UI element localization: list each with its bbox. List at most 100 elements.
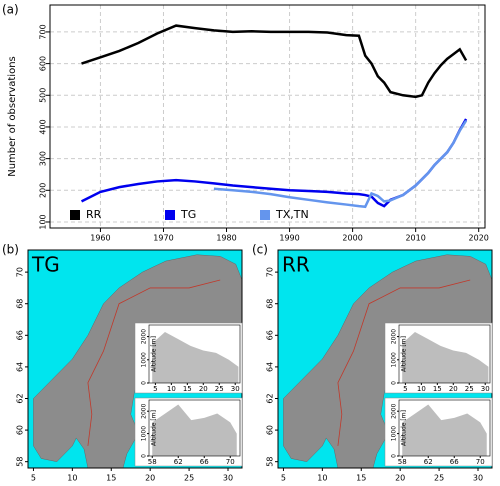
- x-tick-label: 70: [476, 458, 485, 466]
- inset-frame: [148, 399, 241, 457]
- x-tick-label: 15: [106, 474, 116, 483]
- y-tick-label: 66: [266, 330, 275, 340]
- x-tick-label: 15: [433, 385, 442, 393]
- x-tick-label: 62: [174, 458, 183, 466]
- x-tick-label: 25: [465, 385, 474, 393]
- y-tick-label: 1000: [391, 426, 398, 441]
- y-tick-label: 58: [266, 457, 275, 467]
- y-tick-label: 68: [16, 299, 25, 309]
- plot-frame: [49, 4, 486, 229]
- y-tick-label: 58: [16, 457, 25, 467]
- y-tick-label: 2000: [141, 329, 148, 344]
- y-tick-label: 1000: [141, 352, 148, 367]
- x-tick-label: 2010: [405, 234, 425, 243]
- x-tick-label: 20: [145, 474, 155, 483]
- altitude-envelope: [152, 331, 239, 383]
- y-tick-label: 600: [39, 56, 48, 71]
- series-line: [80, 118, 468, 208]
- x-tick-label: 10: [67, 474, 77, 483]
- series-line: [213, 119, 468, 209]
- y-tick-label: 70: [266, 267, 275, 277]
- x-tick-label: 5: [31, 474, 36, 483]
- x-tick-label: 30: [223, 474, 233, 483]
- altitude-envelope: [152, 404, 237, 456]
- inset-frame: [148, 324, 241, 384]
- x-tick-label: 5: [281, 474, 286, 483]
- x-tick-label: 20: [395, 474, 405, 483]
- y-tick-label: 62: [266, 393, 275, 403]
- x-tick-label: 70: [226, 458, 235, 466]
- y-tick-label: 64: [266, 362, 275, 372]
- y-tick-label: 62: [16, 393, 25, 403]
- y-tick-label: 400: [39, 119, 48, 134]
- legend-swatch: [70, 210, 80, 220]
- map-title: RR: [282, 253, 310, 277]
- x-tick-label: 5: [153, 385, 157, 393]
- legend-label: TG: [180, 208, 196, 221]
- panel-label: (c): [252, 243, 268, 257]
- y-tick-label: 300: [39, 151, 48, 166]
- x-tick-label: 66: [200, 458, 209, 466]
- y-tick-label: 0: [391, 454, 398, 458]
- y-tick-label: 500: [39, 88, 48, 103]
- x-tick-label: 15: [183, 385, 192, 393]
- legend-swatch: [260, 210, 270, 220]
- x-tick-label: 58: [148, 458, 157, 466]
- y-axis-label: Altitude [m]: [401, 410, 408, 446]
- x-tick-label: 30: [481, 385, 490, 393]
- x-tick-label: 1980: [216, 234, 236, 243]
- y-tick-label: 2000: [141, 403, 148, 418]
- y-tick-label: 70: [16, 267, 25, 277]
- y-tick-label: 64: [16, 362, 25, 372]
- panel-label: (a): [2, 3, 19, 17]
- y-axis-label: Altitude [m]: [401, 336, 408, 372]
- map-title: TG: [31, 253, 60, 277]
- y-tick-label: 200: [39, 183, 48, 198]
- panel-label: (b): [2, 243, 19, 257]
- y-axis-label: Altitude [m]: [151, 336, 158, 372]
- y-tick-label: 2000: [391, 403, 398, 418]
- legend-label: TX,TN: [275, 208, 309, 221]
- x-tick-label: 30: [231, 385, 240, 393]
- x-tick-label: 25: [184, 474, 194, 483]
- y-tick-label: 0: [391, 381, 398, 385]
- y-tick-label: 68: [266, 299, 275, 309]
- x-tick-label: 1960: [90, 234, 110, 243]
- altitude-envelope: [402, 331, 489, 383]
- x-tick-label: 20: [449, 385, 458, 393]
- y-tick-label: 0: [141, 381, 148, 385]
- x-tick-label: 2020: [469, 234, 489, 243]
- y-tick-label: 60: [16, 425, 25, 435]
- x-tick-label: 1990: [279, 234, 299, 243]
- x-tick-label: 66: [450, 458, 459, 466]
- y-tick-label: 60: [266, 425, 275, 435]
- y-tick-label: 0: [141, 454, 148, 458]
- inset-frame: [398, 399, 491, 457]
- x-tick-label: 58: [398, 458, 407, 466]
- x-tick-label: 1970: [153, 234, 173, 243]
- x-tick-label: 10: [417, 385, 426, 393]
- y-axis-label: Altitude [m]: [151, 410, 158, 446]
- border: [337, 279, 471, 446]
- x-tick-label: 30: [473, 474, 483, 483]
- border: [87, 279, 221, 446]
- inset-frame: [398, 324, 491, 384]
- x-tick-label: 15: [356, 474, 366, 483]
- series-line: [81, 24, 468, 99]
- y-axis-label: Number of observations: [7, 56, 18, 177]
- y-tick-label: 66: [16, 330, 25, 340]
- x-tick-label: 2000: [342, 234, 362, 243]
- y-tick-label: 1000: [141, 426, 148, 441]
- x-tick-label: 5: [403, 385, 407, 393]
- legend-label: RR: [86, 208, 102, 221]
- x-tick-label: 62: [424, 458, 433, 466]
- y-tick-label: 1000: [391, 352, 398, 367]
- x-tick-label: 20: [199, 385, 208, 393]
- legend-swatch: [165, 210, 175, 220]
- x-tick-label: 25: [215, 385, 224, 393]
- y-tick-label: 2000: [391, 329, 398, 344]
- x-tick-label: 25: [434, 474, 444, 483]
- altitude-envelope: [402, 404, 487, 456]
- y-tick-label: 100: [39, 214, 48, 229]
